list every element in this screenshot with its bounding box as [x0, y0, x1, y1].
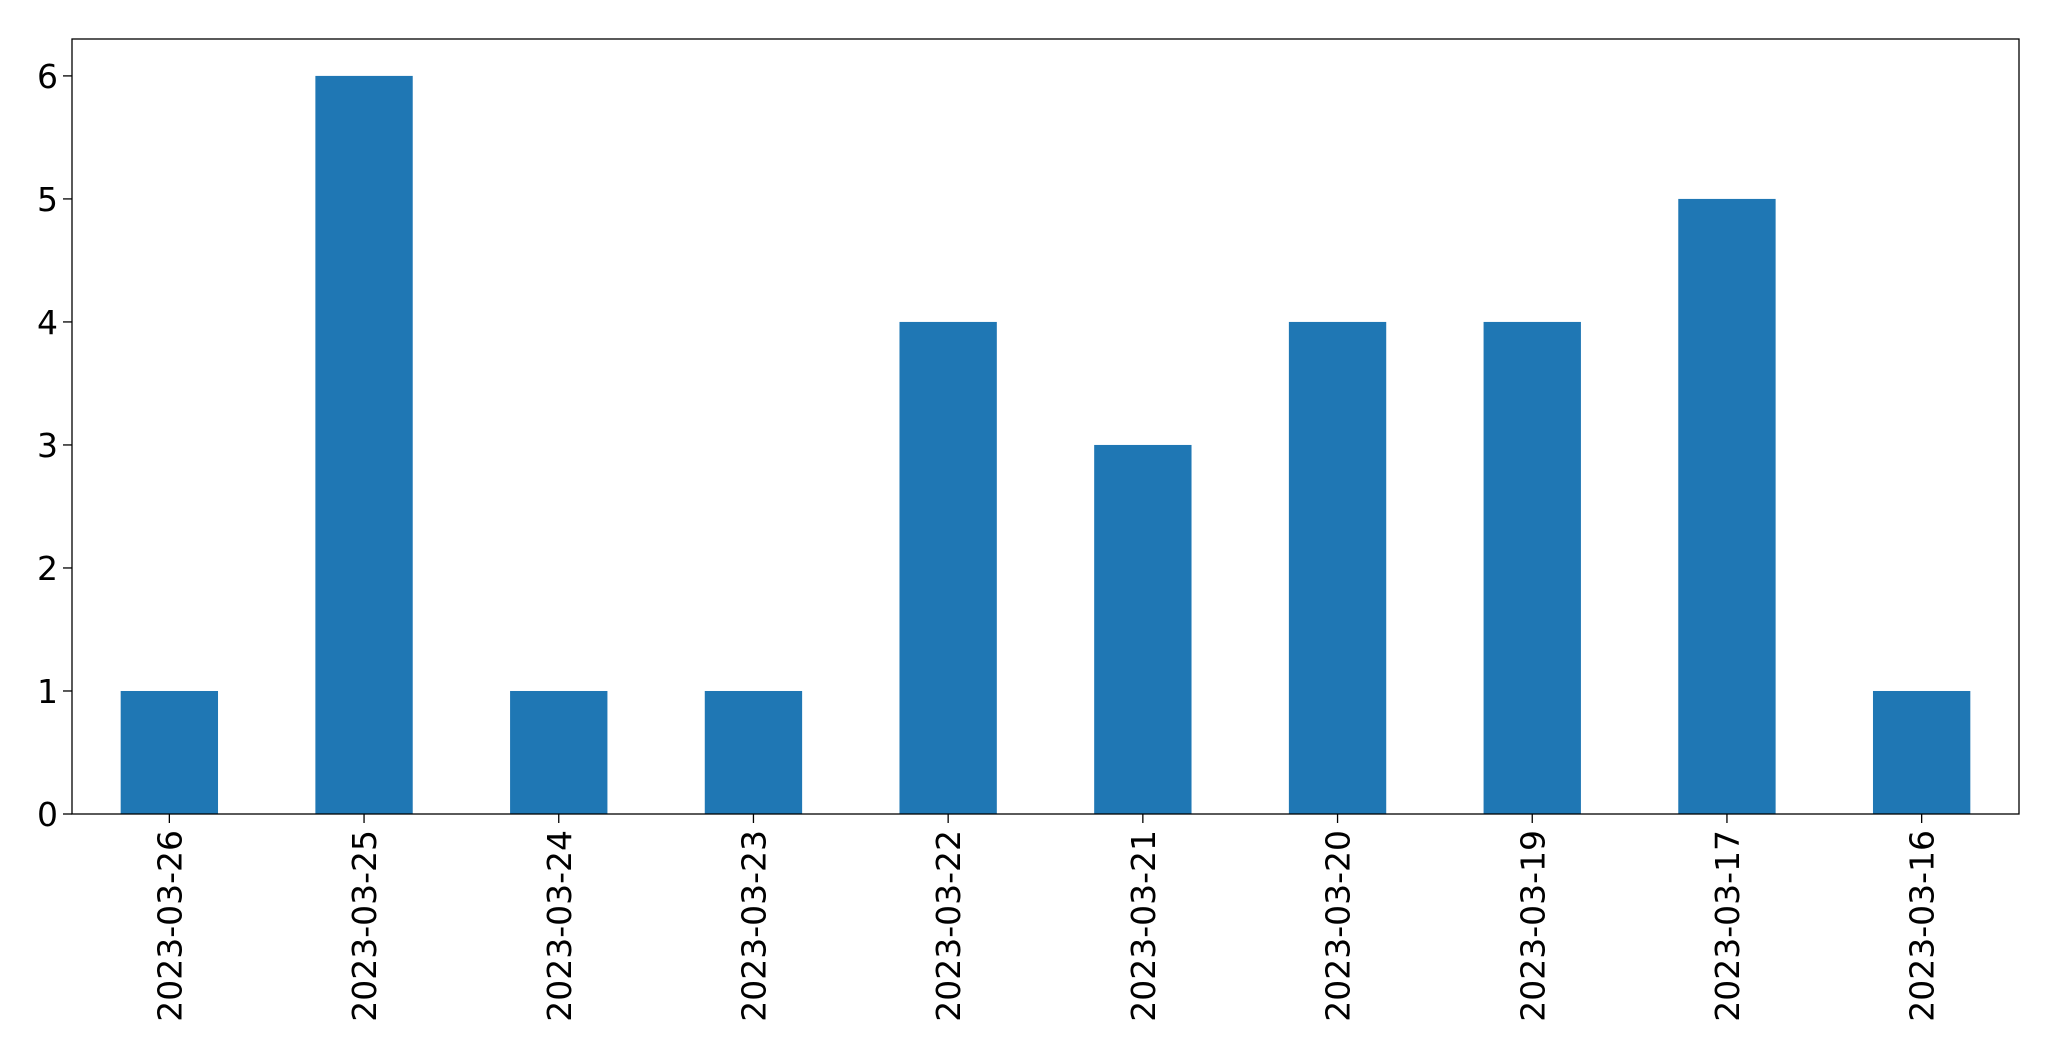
y-tick-label: 1: [37, 672, 58, 711]
x-tick-label: 2023-03-19: [1513, 830, 1552, 1022]
bar: [1483, 321, 1581, 814]
bar: [1872, 690, 1971, 814]
bar: [1678, 198, 1776, 814]
y-tick-label: 4: [37, 303, 58, 342]
x-tick-label: 2023-03-20: [1319, 830, 1358, 1022]
bar: [120, 690, 219, 814]
x-tick-label: 2023-03-22: [929, 830, 968, 1022]
x-tick-label: 2023-03-26: [150, 830, 189, 1022]
bar: [510, 690, 608, 814]
x-tick-label: 2023-03-17: [1708, 830, 1747, 1022]
y-tick-label: 5: [37, 180, 58, 219]
plot-frame: [71, 38, 2020, 815]
bar: [704, 690, 803, 814]
x-tick-label: 2023-03-25: [345, 830, 384, 1022]
x-tick-label: 2023-03-21: [1124, 830, 1163, 1022]
bar: [315, 75, 413, 814]
y-tick-label: 0: [37, 795, 58, 834]
y-tick-label: 3: [37, 426, 58, 465]
x-tick-label: 2023-03-16: [1903, 830, 1942, 1022]
x-tick-label: 2023-03-24: [540, 830, 579, 1022]
bar: [1288, 321, 1387, 814]
y-tick-label: 2: [37, 549, 58, 588]
bar: [1094, 444, 1192, 814]
x-tick-label: 2023-03-23: [734, 830, 773, 1022]
y-tick-label: 6: [37, 57, 58, 96]
bar: [899, 321, 997, 814]
